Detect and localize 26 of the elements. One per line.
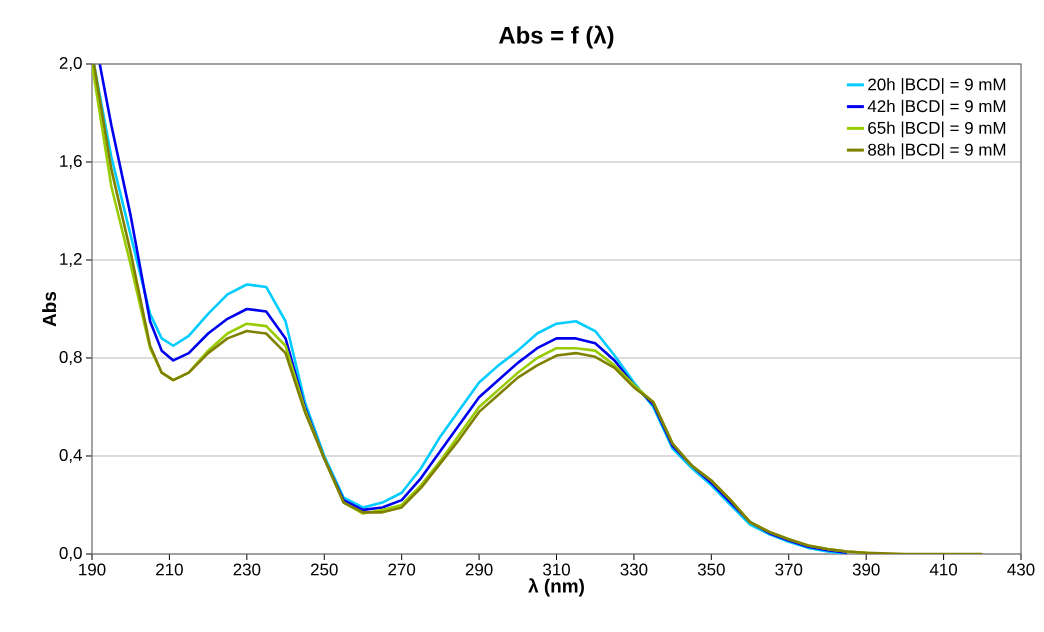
x-tick-label: 270 <box>388 563 416 576</box>
x-tick-label: 430 <box>1007 563 1035 576</box>
legend-label: 88h |BCD| = 9 mM <box>868 143 1006 160</box>
chart-title: Abs = f (λ) <box>498 25 614 49</box>
x-tick-label: 350 <box>697 563 725 576</box>
x-tick-label: 250 <box>310 563 338 576</box>
y-tick-label: 1,6 <box>60 155 82 169</box>
x-axis-title: λ (nm) <box>528 578 584 597</box>
x-tick-label: 410 <box>929 563 958 576</box>
y-tick-label: 0,4 <box>59 449 82 463</box>
x-tick-label: 370 <box>775 563 803 576</box>
x-tick-label: 310 <box>543 563 570 576</box>
x-tick-label: 390 <box>852 563 880 576</box>
y-tick-label: 1,2 <box>60 253 82 267</box>
y-axis-title: Abs <box>42 291 57 327</box>
x-tick-label: 290 <box>465 563 493 576</box>
legend-label: 20h |BCD| = 9 mM <box>868 77 1006 94</box>
y-tick-label: 0,8 <box>59 351 82 365</box>
x-tick-label: 330 <box>620 563 648 576</box>
y-tick-label: 2,0 <box>59 56 82 71</box>
legend-label: 65h |BCD| = 9 mM <box>868 121 1006 138</box>
x-tick-label: 230 <box>233 563 261 576</box>
x-tick-label: 210 <box>156 563 183 576</box>
y-tick-label: 0,0 <box>59 547 82 561</box>
x-tick-label: 190 <box>79 563 106 576</box>
legend-label: 42h |BCD| = 9 mM <box>867 99 1006 116</box>
